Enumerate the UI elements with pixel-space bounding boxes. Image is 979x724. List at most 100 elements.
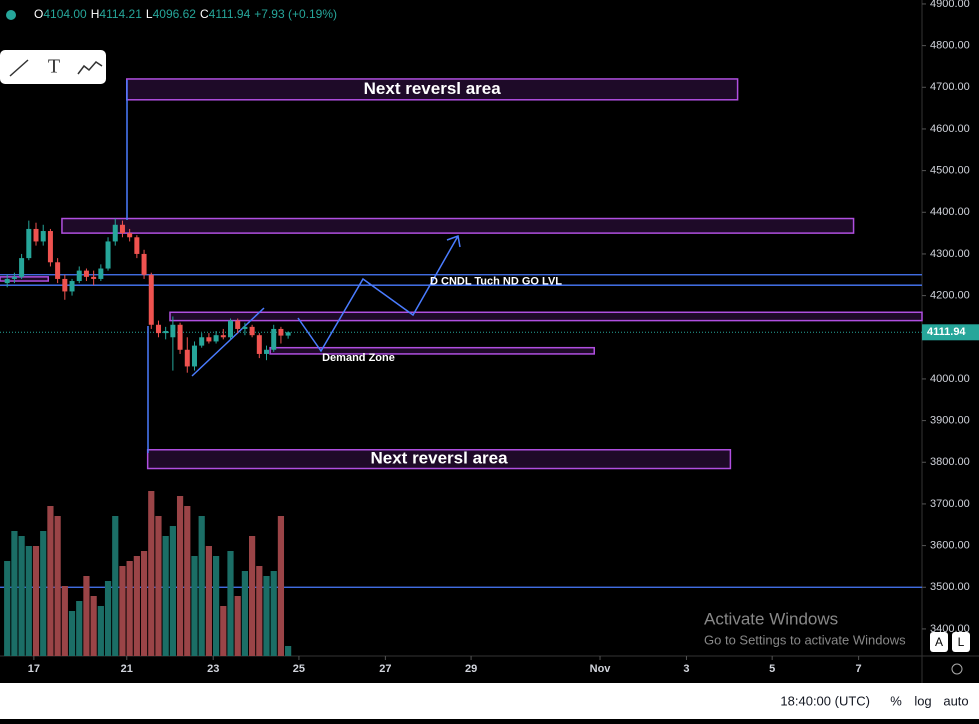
projection-arrow xyxy=(297,235,459,353)
candle-body xyxy=(112,224,118,242)
y-tick-label: 4200.00 xyxy=(930,290,970,302)
volume-bar xyxy=(184,506,191,656)
zone xyxy=(169,311,923,322)
candle-body xyxy=(155,324,161,334)
y-tick-label: 3400.00 xyxy=(930,623,970,635)
y-tick-label: 4700.00 xyxy=(930,81,970,93)
y-tick-label: 4900.00 xyxy=(930,0,970,10)
volume-bar xyxy=(263,576,270,656)
legend-l-label: L xyxy=(146,7,153,21)
candle-body xyxy=(55,262,61,279)
drawing-toolbar[interactable] xyxy=(0,50,106,84)
volume-bar xyxy=(76,601,83,656)
settings-icon[interactable] xyxy=(951,663,963,675)
volume-bar xyxy=(119,566,126,656)
candle-body xyxy=(278,328,284,336)
volume-bar xyxy=(40,531,47,656)
volume-bar xyxy=(270,571,277,656)
candle-body xyxy=(47,231,53,263)
y-tick-label: 3800.00 xyxy=(930,456,970,468)
status-bar xyxy=(0,683,979,719)
candle-body xyxy=(19,258,25,277)
x-tick-label: 5 xyxy=(769,663,775,675)
volume-bar xyxy=(4,561,11,656)
button-label[interactable]: A xyxy=(935,635,943,649)
volume-bar xyxy=(47,506,54,656)
y-tick-label: 4800.00 xyxy=(930,40,970,52)
candle-body xyxy=(83,270,89,277)
x-tick-label: 17 xyxy=(28,663,40,675)
volume-bar xyxy=(32,546,40,656)
watermark-subtitle: Go to Settings to activate Windows xyxy=(704,632,906,647)
candle-body xyxy=(184,349,190,367)
candle-body xyxy=(242,326,248,329)
candle-body xyxy=(191,345,197,367)
trendline-tool[interactable] xyxy=(9,59,29,77)
button-label[interactable]: L xyxy=(958,635,965,649)
volume-bar xyxy=(61,586,68,656)
x-tick-label: 23 xyxy=(207,663,219,675)
candle-body xyxy=(163,331,169,334)
log-toggle[interactable]: log xyxy=(914,693,931,708)
candle-body xyxy=(213,335,219,342)
auto-toggle[interactable]: auto xyxy=(943,693,968,708)
legend-c: 4111.94 xyxy=(209,7,251,21)
candle-body xyxy=(228,320,233,338)
volume-bar xyxy=(11,531,18,656)
zone xyxy=(0,276,50,282)
x-tick-label: 29 xyxy=(465,663,477,675)
volume-bar xyxy=(54,516,61,656)
candle-body xyxy=(177,324,183,350)
candle-body xyxy=(26,228,32,259)
volume-bar xyxy=(97,606,104,656)
y-tick-label: 4400.00 xyxy=(930,206,970,218)
volume-bar xyxy=(205,546,212,656)
percent-toggle[interactable]: % xyxy=(890,693,902,708)
arrow-head xyxy=(446,234,461,248)
trend-line xyxy=(191,307,265,377)
last-price-badge xyxy=(922,324,979,341)
volume-bar xyxy=(140,551,148,656)
candle-body xyxy=(11,276,17,279)
text-tool[interactable]: T xyxy=(48,56,60,78)
volume-bar xyxy=(241,571,249,656)
last-price-label: 4111.94 xyxy=(927,326,966,338)
volume-bar xyxy=(68,611,76,656)
x-tick-label: Nov xyxy=(590,663,612,675)
legend-l: 4096.62 xyxy=(153,7,197,21)
candle-body xyxy=(206,337,212,342)
x-tick-label: 27 xyxy=(379,663,391,675)
x-tick-label: 25 xyxy=(293,663,305,675)
pattern-tool[interactable] xyxy=(77,61,103,75)
ohlc-legend: O4104.00 H4114.21 L4096.62 C4111.94 +7.93 (+… xyxy=(34,7,337,21)
zone xyxy=(146,449,732,470)
candle-body xyxy=(249,326,255,336)
volume-bar xyxy=(285,646,292,656)
volume-bar xyxy=(191,556,198,656)
button[interactable] xyxy=(952,632,970,652)
legend-h-label: H xyxy=(91,7,100,21)
candle-body xyxy=(141,253,147,275)
volume-bar xyxy=(104,581,112,656)
volume-bar xyxy=(25,546,32,656)
legend-h: 4114.21 xyxy=(99,7,142,21)
volume-bar xyxy=(126,561,133,656)
zone-label: Next reversl area xyxy=(371,449,509,468)
candle-body xyxy=(256,335,262,354)
button[interactable] xyxy=(930,632,948,652)
candle-body xyxy=(199,337,205,346)
candle-body xyxy=(148,274,154,325)
x-tick-label: 21 xyxy=(121,663,133,675)
volume-bar xyxy=(169,526,176,656)
y-tick-label: 4300.00 xyxy=(930,248,970,260)
x-tick-label: 3 xyxy=(683,663,689,675)
candle-body xyxy=(33,228,39,242)
legend-c-label: C xyxy=(200,7,209,21)
y-tick-label: 3600.00 xyxy=(930,539,970,551)
candle-body xyxy=(170,324,176,338)
volume-bar xyxy=(220,606,227,656)
volume-bar xyxy=(176,496,184,656)
volume-bar xyxy=(227,551,234,656)
